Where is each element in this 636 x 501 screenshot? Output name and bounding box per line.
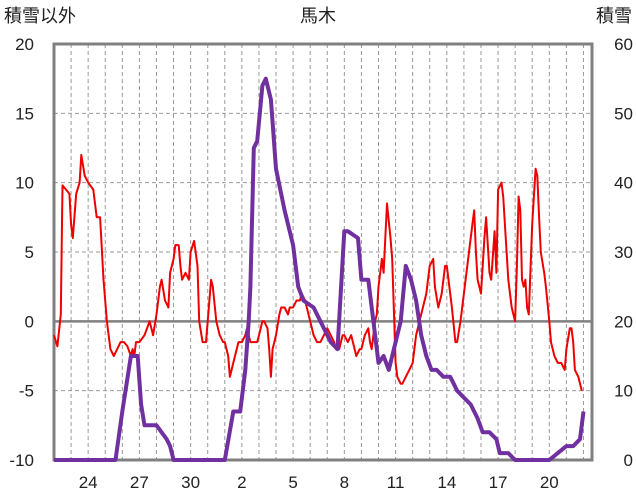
x-tick-label: 2	[237, 473, 246, 492]
left-axis-label: 積雪以外	[4, 6, 76, 27]
x-tick-label: 5	[288, 473, 297, 492]
left-tick-label: -5	[19, 382, 34, 401]
right-tick-label: 60	[614, 35, 633, 54]
x-tick-label: 11	[387, 473, 405, 492]
left-tick-label: 15	[15, 104, 34, 123]
x-axis-ticks: 24 27 30 2 5 8 11 14 17 20	[79, 473, 559, 492]
chart-title: 馬木	[300, 6, 336, 27]
right-tick-label: 10	[614, 382, 633, 401]
x-tick-label: 24	[79, 473, 98, 492]
right-tick-label: 40	[614, 174, 633, 193]
right-axis-label: 積雪	[596, 6, 632, 27]
left-tick-label: -10	[9, 451, 34, 470]
x-tick-label: 17	[489, 473, 508, 492]
x-tick-label: 20	[540, 473, 559, 492]
x-tick-label: 30	[181, 473, 200, 492]
left-axis-ticks: 20 15 10 5 0 -5 -10	[9, 35, 34, 470]
right-tick-label: 30	[614, 243, 633, 262]
right-tick-label: 50	[614, 104, 633, 123]
x-tick-label: 8	[340, 473, 349, 492]
left-tick-label: 20	[15, 35, 34, 54]
right-tick-label: 20	[614, 312, 633, 331]
series-snow-line	[54, 76, 586, 462]
series-other-line	[53, 153, 583, 391]
x-tick-label: 27	[130, 473, 149, 492]
left-tick-label: 5	[25, 243, 34, 262]
right-axis-ticks: 60 50 40 30 20 10 0	[614, 35, 633, 470]
left-tick-label: 0	[25, 312, 34, 331]
plot-frame	[52, 42, 594, 462]
x-tick-label: 14	[437, 473, 456, 492]
left-tick-label: 10	[15, 174, 34, 193]
right-tick-label: 0	[624, 451, 633, 470]
